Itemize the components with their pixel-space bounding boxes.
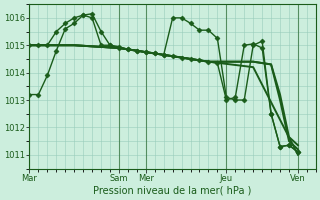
X-axis label: Pression niveau de la mer( hPa ): Pression niveau de la mer( hPa ) xyxy=(93,186,252,196)
